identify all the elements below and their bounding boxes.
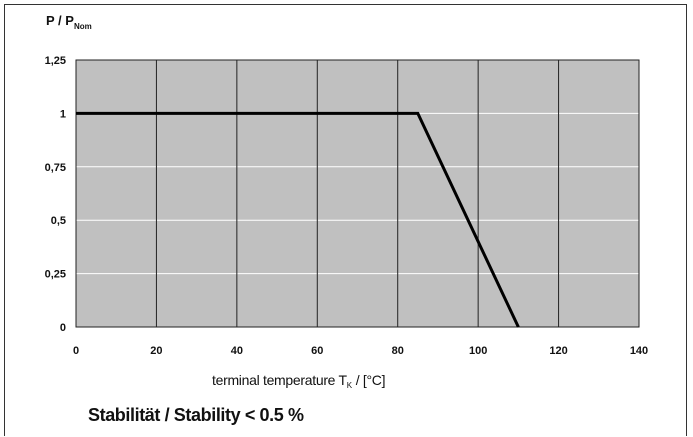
- plot-area: [76, 60, 639, 327]
- x-tick-label: 120: [549, 345, 567, 357]
- x-tick-label: 60: [311, 345, 323, 357]
- x-tick-label: 100: [469, 345, 487, 357]
- plot-border: [75, 59, 640, 328]
- x-axis-title: terminal temperature TK / [°C]: [212, 372, 385, 390]
- y-tick-label: 1,25: [45, 55, 66, 67]
- y-tick-labels: 0 0,25 0,5 0,75 1 1,25: [45, 55, 66, 334]
- derating-curve: [76, 111, 520, 328]
- x-tick-label: 0: [73, 345, 79, 357]
- x-tick-label: 20: [150, 345, 162, 357]
- x-tick-label: 80: [392, 345, 404, 357]
- x-tick-label: 40: [231, 345, 243, 357]
- stability-caption: Stabilität / Stability < 0.5 %: [88, 405, 304, 425]
- grid-lines: [75, 59, 640, 328]
- x-tick-labels: 0 20 40 60 80 100 120 140: [73, 345, 648, 357]
- y-tick-label: 0,25: [45, 269, 66, 281]
- y-tick-label: 0,5: [51, 215, 66, 227]
- y-tick-label: 0,75: [45, 162, 66, 174]
- y-axis-title: P / PNom: [46, 13, 92, 31]
- x-tick-label: 140: [630, 345, 648, 357]
- y-tick-label: 0: [60, 322, 66, 334]
- y-tick-label: 1: [60, 108, 66, 120]
- series-layer: [76, 111, 520, 328]
